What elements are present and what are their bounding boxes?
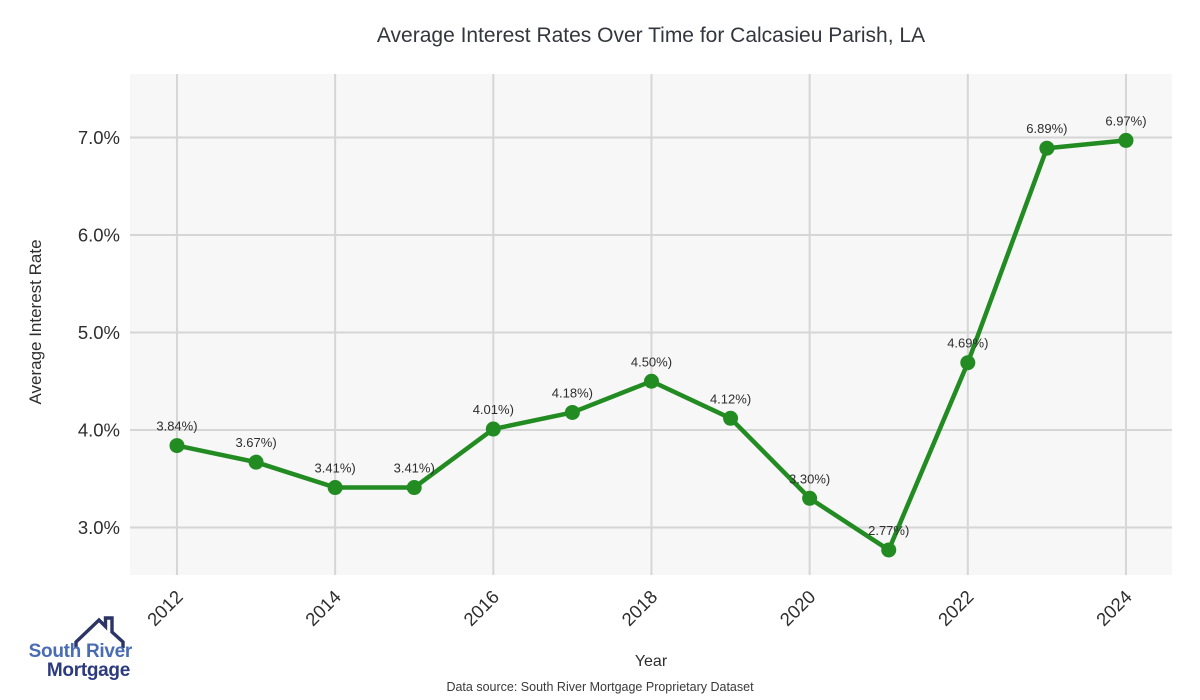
- data-point: [169, 438, 185, 454]
- logo-text: South River Mortgage: [14, 641, 133, 681]
- data-point: [802, 490, 818, 506]
- data-point: [485, 421, 501, 437]
- data-point-label: 3.30%): [789, 471, 830, 486]
- data-point-label: 3.67%): [235, 435, 276, 450]
- x-tick-label: 2018: [617, 586, 661, 630]
- data-point-label: 2.77%): [868, 523, 909, 538]
- y-tick-label: 5.0%: [78, 322, 120, 343]
- house-roof-icon: [74, 616, 125, 648]
- data-point: [1118, 132, 1134, 148]
- data-source-caption: Data source: South River Mortgage Propri…: [446, 680, 754, 694]
- x-tick-label: 2014: [301, 586, 345, 630]
- y-tick-label: 3.0%: [78, 517, 120, 538]
- x-tick-label: 2020: [776, 586, 820, 630]
- data-point: [327, 480, 343, 496]
- data-point-label: 4.01%): [473, 402, 514, 417]
- y-axis-title: Average Interest Rate: [26, 239, 45, 405]
- x-tick-label: 2024: [1092, 586, 1136, 630]
- logo-line-mortgage: Mortgage: [46, 660, 130, 681]
- data-point-label: 6.89%): [1026, 121, 1067, 136]
- data-point: [643, 373, 659, 389]
- x-tick-label: 2022: [934, 586, 978, 630]
- y-tick-label: 7.0%: [78, 127, 120, 148]
- chart-title: Average Interest Rates Over Time for Cal…: [376, 24, 926, 47]
- data-point-label: 4.12%): [710, 391, 751, 406]
- data-point: [248, 454, 264, 470]
- data-point-label: 3.41%): [315, 461, 356, 476]
- data-point: [1039, 140, 1055, 156]
- data-point-label: 4.18%): [552, 385, 593, 400]
- data-point: [960, 355, 976, 371]
- data-point-label: 6.97%): [1105, 113, 1146, 128]
- data-point: [723, 410, 739, 426]
- data-point-label: 4.69%): [947, 336, 988, 351]
- data-point: [881, 542, 897, 558]
- x-axis-title: Year: [634, 653, 668, 670]
- x-tick-label: 2012: [143, 586, 187, 630]
- logo-line-south-river: South River: [28, 641, 133, 662]
- data-point-label: 3.84%): [156, 419, 197, 434]
- data-point-label: 3.41%): [394, 461, 435, 476]
- data-point: [564, 404, 580, 420]
- x-tick-label: 2016: [459, 586, 503, 630]
- data-point-label: 4.50%): [631, 354, 672, 369]
- y-tick-label: 4.0%: [78, 420, 120, 441]
- y-tick-label: 6.0%: [78, 224, 120, 245]
- data-point: [406, 480, 422, 496]
